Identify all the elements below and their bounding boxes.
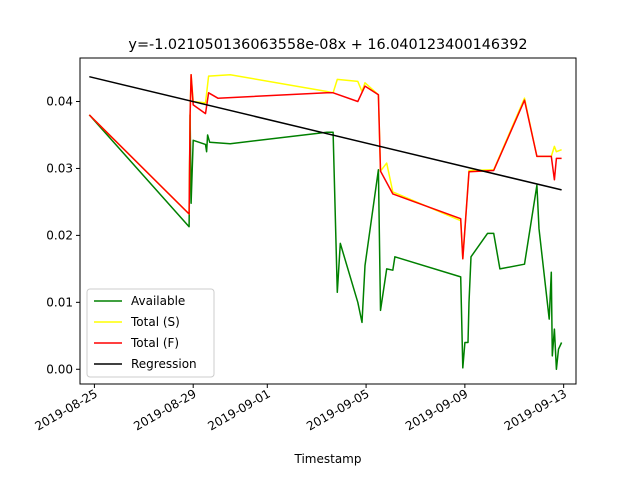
y-tick-label: 0.03 <box>46 161 73 175</box>
y-tick-label: 0.02 <box>46 228 73 242</box>
legend: Available Total (S) Total (F) Regression <box>86 288 215 378</box>
series-group <box>88 73 563 371</box>
series-line-available <box>88 114 563 371</box>
series-line-regression <box>89 75 562 191</box>
y-tick-label: 0.04 <box>46 95 73 109</box>
legend-label-available: Available <box>131 294 185 308</box>
plot-frame <box>79 57 577 385</box>
chart-title: y=-1.021050136063558e-08x + 16.040123400… <box>128 37 527 53</box>
y-tick-label: 0.00 <box>46 362 73 376</box>
y-tick-label: 0.01 <box>46 295 73 309</box>
x-axis-label: Timestamp <box>294 452 362 466</box>
legend-label-total-f: Total (F) <box>130 336 179 350</box>
legend-label-regression: Regression <box>131 357 197 371</box>
legend-label-total-s: Total (S) <box>130 315 180 329</box>
series-line-total-f <box>88 73 562 260</box>
legend-box <box>86 288 215 378</box>
